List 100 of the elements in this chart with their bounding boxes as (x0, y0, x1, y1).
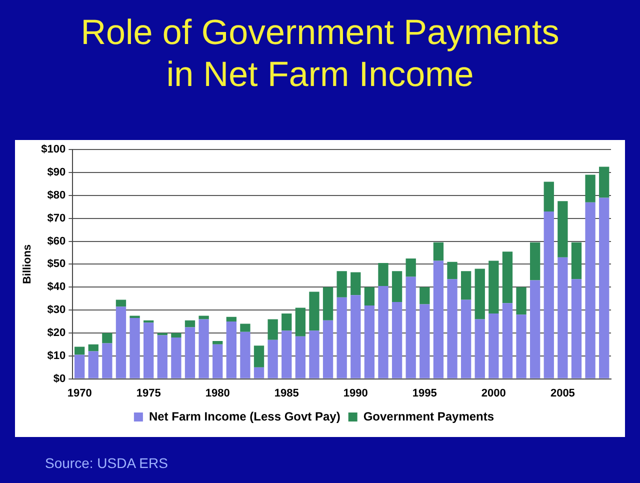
bar (322, 320, 334, 378)
y-tick-label: $50 (47, 258, 66, 270)
bar (88, 344, 98, 352)
bar (406, 276, 416, 378)
x-tick-label: 2005 (550, 387, 575, 400)
legend-label: Government Payments (363, 409, 494, 424)
bar (558, 201, 568, 258)
bar (599, 198, 610, 378)
bar (322, 287, 334, 320)
bar (474, 268, 485, 320)
y-tick-label: $80 (47, 189, 66, 202)
bar (74, 346, 85, 355)
y-tick-label: $10 (47, 350, 66, 362)
x-tick-label: 1980 (205, 387, 230, 400)
bar (226, 316, 236, 322)
bar (420, 304, 430, 378)
bar (184, 320, 196, 328)
x-tick-label: 1975 (136, 387, 161, 400)
bar (116, 300, 126, 307)
bar (240, 332, 250, 378)
bar (295, 308, 306, 336)
y-tick-label: $60 (47, 235, 66, 248)
bar (102, 343, 112, 378)
bar (295, 336, 306, 378)
y-tick-label: $40 (47, 281, 66, 294)
bar (254, 367, 264, 378)
bar (585, 174, 596, 202)
x-tick-label: 1985 (274, 387, 299, 400)
bar (364, 287, 375, 306)
y-axis-title: Billions (22, 244, 34, 284)
bar (198, 319, 209, 378)
legend-label: Net Farm Income (Less Govt Pay) (148, 409, 340, 424)
bar (544, 211, 554, 378)
bar (420, 287, 430, 304)
x-tick-label: 1970 (67, 387, 92, 400)
bar (102, 332, 112, 344)
bar (130, 316, 140, 318)
y-tick-label: $30 (47, 304, 66, 316)
bar (585, 202, 596, 378)
x-tick-label: 1990 (343, 387, 368, 400)
bar (74, 354, 85, 378)
bar (336, 271, 347, 298)
bar (88, 351, 98, 378)
bar (144, 322, 154, 378)
bar (544, 182, 554, 212)
bar (571, 279, 582, 378)
bar (282, 330, 292, 378)
bar (488, 313, 499, 378)
bar (198, 316, 209, 320)
bar (378, 286, 388, 378)
y-tick-label: $0 (53, 372, 66, 385)
chart-title: Role of Government Payments in Net Farm Income (80, 12, 560, 96)
bar (392, 302, 402, 378)
bar (599, 166, 610, 198)
y-tick-label: $20 (47, 326, 66, 339)
bar (516, 287, 526, 315)
bar (502, 303, 513, 378)
bar (364, 305, 375, 378)
bar (157, 335, 168, 378)
bar (116, 306, 126, 378)
bar (392, 271, 402, 302)
bar (184, 327, 196, 378)
bar (447, 262, 458, 280)
bar (254, 346, 264, 368)
bar (350, 295, 361, 378)
bar (460, 271, 472, 300)
bar (460, 300, 472, 378)
bar (212, 344, 223, 378)
bar (268, 319, 278, 340)
source-note: Source: USDA ERS (45, 455, 168, 471)
bar (130, 318, 140, 378)
bar (433, 242, 444, 261)
bar (309, 330, 320, 378)
bar (378, 263, 388, 286)
bar (488, 260, 499, 314)
y-tick-label: $70 (47, 212, 66, 224)
x-tick-label: 1995 (412, 387, 437, 400)
bar (530, 242, 540, 280)
bar (157, 332, 168, 336)
bar (240, 324, 250, 332)
bar (336, 297, 347, 378)
bar (474, 319, 485, 378)
bar (212, 340, 223, 344)
y-tick-label: $100 (41, 144, 66, 156)
bar (447, 279, 458, 378)
bar (171, 332, 182, 338)
bar (171, 338, 182, 378)
bar (282, 313, 292, 331)
bar (433, 260, 444, 378)
bar (530, 280, 540, 378)
bar (502, 252, 513, 304)
bar (571, 242, 582, 280)
y-tick-label: $90 (47, 166, 66, 179)
bar (558, 257, 568, 378)
bar (516, 314, 526, 378)
bar (406, 258, 416, 277)
bar (226, 322, 236, 378)
bar (268, 340, 278, 378)
bar (309, 292, 320, 331)
x-tick-label: 2000 (481, 387, 506, 400)
